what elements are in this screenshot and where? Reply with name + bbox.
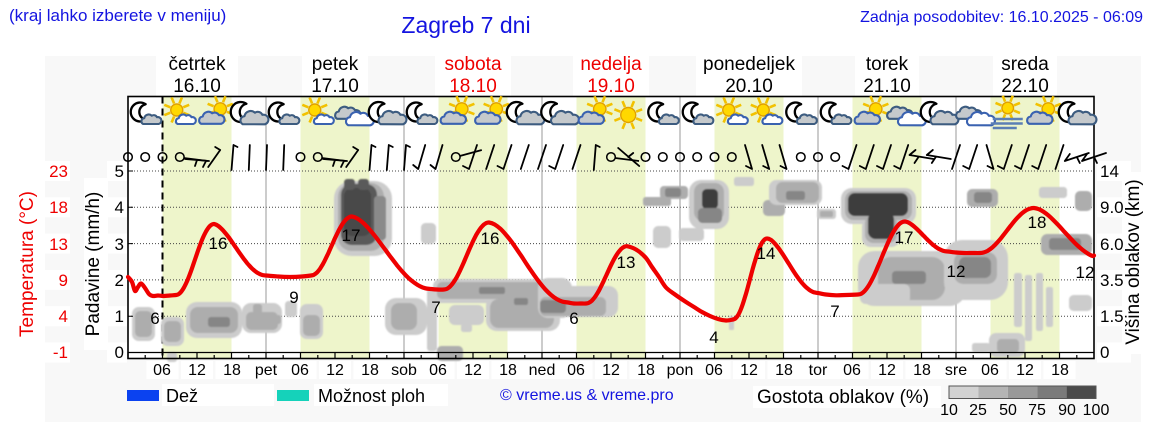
svg-text:ned: ned <box>529 362 556 379</box>
svg-text:23: 23 <box>49 162 68 181</box>
svg-text:sobota: sobota <box>444 54 501 75</box>
svg-text:Zadnja posodobitev: 16.10.2025: Zadnja posodobitev: 16.10.2025 - 06:09 <box>860 9 1143 26</box>
svg-text:7: 7 <box>431 298 440 317</box>
svg-text:18: 18 <box>775 362 793 379</box>
svg-text:06: 06 <box>981 362 999 379</box>
svg-text:18: 18 <box>361 362 379 379</box>
svg-text:sre: sre <box>945 362 967 379</box>
svg-text:nedelja: nedelja <box>580 54 642 75</box>
svg-text:5: 5 <box>115 162 124 181</box>
svg-text:4: 4 <box>709 328 718 347</box>
svg-text:Dež: Dež <box>166 386 198 406</box>
svg-text:6.0: 6.0 <box>1100 235 1124 254</box>
svg-text:18.10: 18.10 <box>449 76 497 97</box>
svg-text:100: 100 <box>1083 402 1110 419</box>
svg-text:13: 13 <box>49 235 68 254</box>
svg-text:12: 12 <box>740 362 758 379</box>
svg-text:16: 16 <box>481 229 500 248</box>
svg-text:9: 9 <box>59 271 68 290</box>
svg-text:12: 12 <box>188 362 206 379</box>
svg-text:06: 06 <box>291 362 309 379</box>
svg-text:4: 4 <box>115 198 124 217</box>
svg-text:14: 14 <box>757 244 776 263</box>
svg-text:18: 18 <box>223 362 241 379</box>
svg-text:06: 06 <box>153 362 171 379</box>
svg-text:1: 1 <box>115 307 124 326</box>
svg-text:četrtek: četrtek <box>168 54 226 75</box>
svg-text:pon: pon <box>667 362 694 379</box>
svg-text:sob: sob <box>391 362 417 379</box>
svg-text:12: 12 <box>1076 263 1095 282</box>
svg-text:17: 17 <box>895 228 914 247</box>
svg-text:9: 9 <box>289 288 298 307</box>
svg-text:12: 12 <box>602 362 620 379</box>
svg-text:12: 12 <box>947 262 966 281</box>
svg-text:18: 18 <box>1051 362 1069 379</box>
svg-text:75: 75 <box>1028 402 1046 419</box>
svg-text:3.5: 3.5 <box>1100 271 1124 290</box>
svg-text:Gostota oblakov (%): Gostota oblakov (%) <box>757 387 929 408</box>
svg-text:22.10: 22.10 <box>1001 76 1049 97</box>
svg-text:06: 06 <box>429 362 447 379</box>
svg-text:torek: torek <box>866 54 909 75</box>
svg-text:13: 13 <box>617 253 636 272</box>
svg-text:0: 0 <box>1100 343 1109 362</box>
svg-text:21.10: 21.10 <box>863 76 911 97</box>
svg-text:12: 12 <box>1016 362 1034 379</box>
svg-text:6: 6 <box>150 309 159 328</box>
svg-text:17.10: 17.10 <box>311 76 359 97</box>
svg-text:17: 17 <box>342 226 361 245</box>
svg-text:16.10: 16.10 <box>173 76 221 97</box>
svg-text:18: 18 <box>49 198 68 217</box>
svg-text:7: 7 <box>830 302 839 321</box>
svg-text:06: 06 <box>705 362 723 379</box>
svg-text:16: 16 <box>209 234 228 253</box>
svg-text:(kraj lahko izberete v meniju): (kraj lahko izberete v meniju) <box>9 6 226 25</box>
svg-text:© vreme.us & vreme.pro: © vreme.us & vreme.pro <box>500 387 674 404</box>
svg-text:12: 12 <box>464 362 482 379</box>
svg-text:4: 4 <box>59 307 68 326</box>
svg-text:10: 10 <box>940 402 958 419</box>
svg-text:18: 18 <box>637 362 655 379</box>
svg-text:14: 14 <box>1100 162 1119 181</box>
svg-text:Padavine (mm/h): Padavine (mm/h) <box>83 192 104 337</box>
svg-text:18: 18 <box>1028 213 1047 232</box>
svg-text:ponedeljek: ponedeljek <box>703 54 795 75</box>
svg-text:90: 90 <box>1058 402 1076 419</box>
svg-text:12: 12 <box>326 362 344 379</box>
svg-text:19.10: 19.10 <box>587 76 635 97</box>
svg-text:pet: pet <box>255 362 278 379</box>
svg-text:06: 06 <box>567 362 585 379</box>
svg-text:50: 50 <box>999 402 1017 419</box>
svg-text:2: 2 <box>115 271 124 290</box>
svg-text:6: 6 <box>569 309 578 328</box>
svg-text:0: 0 <box>115 343 124 362</box>
svg-text:9.0: 9.0 <box>1100 198 1124 217</box>
svg-text:18: 18 <box>913 362 931 379</box>
svg-text:12: 12 <box>878 362 896 379</box>
svg-text:20.10: 20.10 <box>725 76 773 97</box>
svg-text:06: 06 <box>843 362 861 379</box>
svg-text:-1: -1 <box>53 343 68 362</box>
svg-text:Možnost ploh: Možnost ploh <box>318 386 425 406</box>
svg-text:petek: petek <box>312 54 359 75</box>
svg-text:tor: tor <box>809 362 828 379</box>
svg-text:Višina oblakov (km): Višina oblakov (km) <box>1123 179 1144 344</box>
svg-text:Zagreb 7 dni: Zagreb 7 dni <box>401 12 530 38</box>
svg-text:3: 3 <box>115 235 124 254</box>
svg-text:25: 25 <box>969 402 987 419</box>
svg-text:18: 18 <box>499 362 517 379</box>
svg-text:1.5: 1.5 <box>1100 307 1124 326</box>
svg-text:sreda: sreda <box>1001 54 1049 75</box>
svg-text:Temperatura (°C): Temperatura (°C) <box>17 191 38 337</box>
